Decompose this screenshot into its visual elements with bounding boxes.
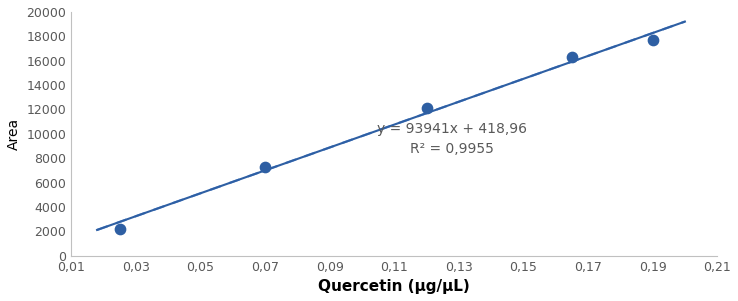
Point [421, 105, 432, 110]
Y-axis label: Area: Area [7, 118, 21, 150]
Point [114, 227, 125, 232]
Point [646, 38, 658, 42]
X-axis label: Quercetin (µg/µL): Quercetin (µg/µL) [318, 279, 470, 294]
Point [259, 165, 271, 170]
Text: y = 93941x + 418,96
R² = 0,9955: y = 93941x + 418,96 R² = 0,9955 [377, 122, 528, 156]
Point [566, 54, 578, 59]
